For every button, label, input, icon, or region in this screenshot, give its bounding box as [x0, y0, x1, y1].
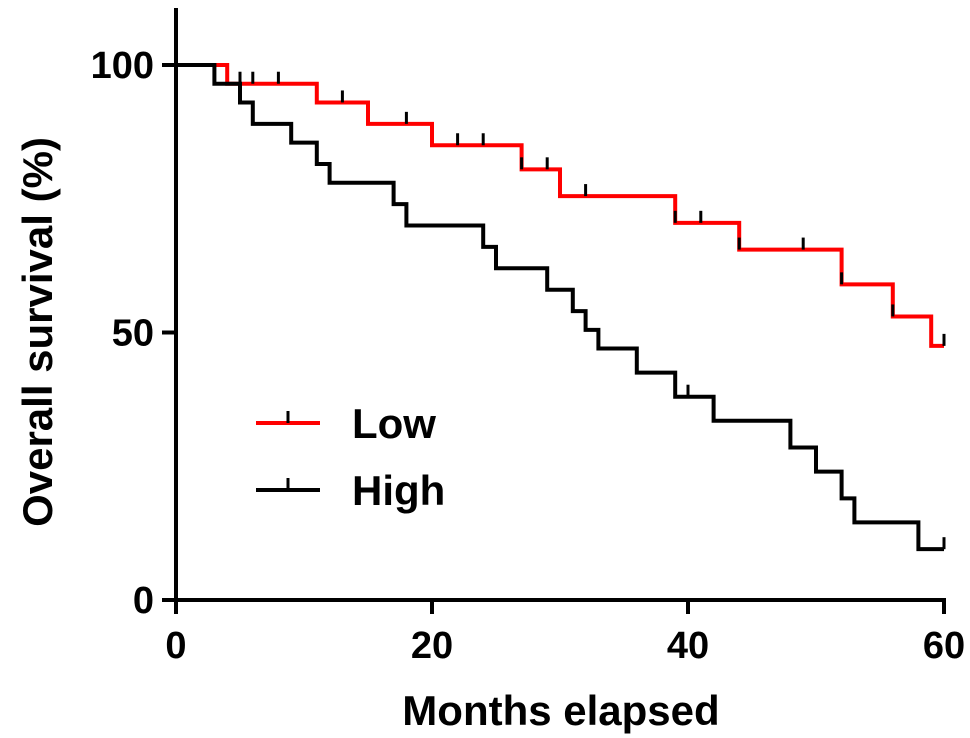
axes: 0 20 40 60 0 50 100	[91, 8, 965, 667]
x-axis-title: Months elapsed	[402, 687, 719, 734]
y-axis-title: Overall survival (%)	[14, 137, 61, 527]
series-high	[176, 63, 946, 552]
series-layer	[176, 63, 946, 552]
y-tick-label: 0	[133, 580, 154, 622]
y-tick-label: 100	[91, 45, 154, 87]
x-tick-label: 20	[411, 625, 453, 667]
survival-curve-high	[176, 63, 944, 552]
legend-label-low: Low	[352, 400, 436, 447]
y-tick-label: 50	[112, 313, 154, 355]
x-tick-label: 60	[923, 625, 965, 667]
legend-label-high: High	[352, 467, 445, 514]
legend: Low High	[256, 400, 445, 514]
survival-curve-low	[176, 63, 944, 348]
x-tick-label: 0	[165, 625, 186, 667]
series-low	[176, 63, 946, 348]
x-tick-label: 40	[667, 625, 709, 667]
